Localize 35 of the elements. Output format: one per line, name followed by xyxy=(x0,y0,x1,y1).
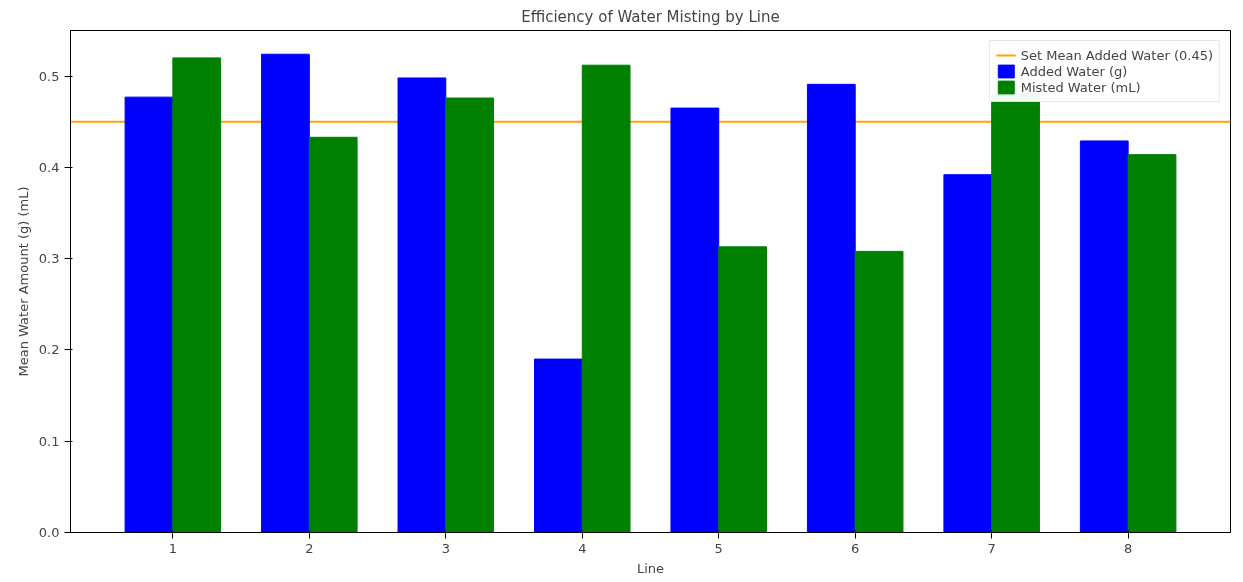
bar xyxy=(534,358,583,533)
bar xyxy=(854,250,904,533)
x-tick-label: 8 xyxy=(1124,540,1133,556)
bar xyxy=(670,107,720,533)
bar xyxy=(172,57,222,533)
y-tick-label: 0.3 xyxy=(38,251,60,267)
y-tick-label: 0.1 xyxy=(38,433,60,449)
bar xyxy=(445,97,495,533)
bar xyxy=(397,77,447,533)
x-tick-label: 1 xyxy=(168,540,177,556)
x-tick-label: 2 xyxy=(305,540,314,556)
legend-label: Added Water (g) xyxy=(1020,63,1128,79)
y-tick-label: 0.0 xyxy=(38,525,60,540)
x-tick-label: 4 xyxy=(578,540,587,556)
x-tick-label: 5 xyxy=(714,540,723,556)
y-axis-title: Mean Water Amount (g) (mL) xyxy=(15,186,31,377)
y-tick-label: 0.2 xyxy=(38,342,60,358)
bar xyxy=(718,246,767,533)
x-tick-label: 3 xyxy=(441,540,450,556)
bar xyxy=(124,96,174,533)
chart-title: Efficiency of Water Misting by Line xyxy=(521,7,780,26)
y-tick-label: 0.4 xyxy=(38,159,60,175)
bar xyxy=(1079,140,1129,533)
bar xyxy=(581,64,631,533)
y-tick-label: 0.5 xyxy=(38,68,60,84)
bar xyxy=(1127,154,1177,533)
bar xyxy=(308,136,358,533)
bar xyxy=(261,53,310,533)
x-axis-title: Line xyxy=(636,560,665,576)
legend-label: Misted Water (mL) xyxy=(1020,79,1141,95)
x-tick-label: 6 xyxy=(851,540,860,556)
x-tick-label: 7 xyxy=(987,540,996,556)
bar xyxy=(806,83,856,533)
legend-label: Set Mean Added Water (0.45) xyxy=(1020,47,1213,63)
bar xyxy=(943,174,993,533)
